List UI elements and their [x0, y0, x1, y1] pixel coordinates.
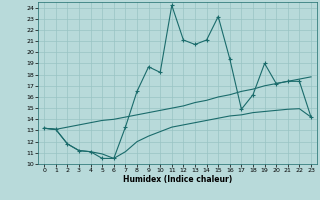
X-axis label: Humidex (Indice chaleur): Humidex (Indice chaleur)	[123, 175, 232, 184]
